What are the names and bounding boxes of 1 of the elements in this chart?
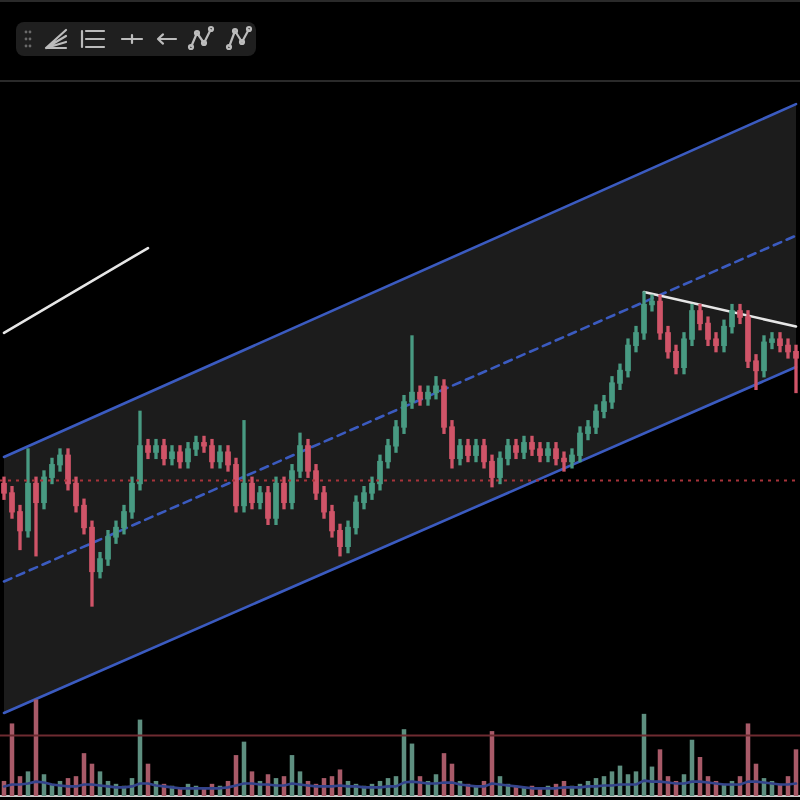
candlestick	[793, 344, 799, 394]
